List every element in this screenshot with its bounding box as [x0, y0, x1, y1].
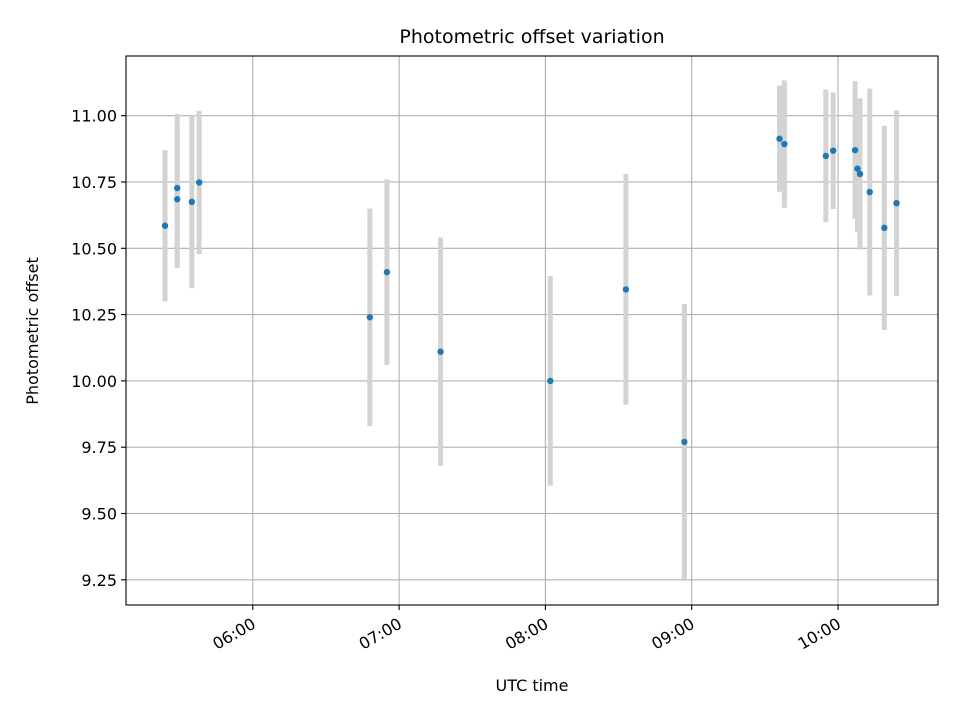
data-point — [622, 286, 630, 293]
data-point — [822, 152, 830, 160]
chart-title: Photometric offset variation — [399, 26, 664, 48]
data-point — [881, 224, 888, 232]
y-tick-label: 10.50 — [71, 239, 117, 258]
data-point — [829, 147, 837, 154]
data-point — [188, 198, 196, 206]
data-point — [781, 140, 788, 148]
x-axis-label: UTC time — [496, 676, 569, 695]
y-tick-label: 9.25 — [81, 571, 117, 590]
data-point — [383, 268, 391, 276]
y-tick-label: 10.25 — [71, 306, 117, 325]
data-point — [866, 188, 873, 196]
plot-area — [126, 56, 938, 605]
y-axis-label: Photometric offset — [23, 257, 42, 405]
plot-frame — [125, 55, 939, 606]
data-point — [174, 196, 181, 203]
data-point — [437, 348, 444, 355]
y-tick-label: 9.50 — [81, 505, 117, 524]
y-axis-ticks: 9.25 9.50 9.75 10.00 10.25 10.50 10.75 11.00 — [71, 107, 126, 590]
data-point — [547, 377, 554, 385]
data-point — [174, 184, 181, 192]
data-point — [851, 146, 859, 154]
data-point — [893, 199, 900, 207]
y-tick-label: 11.00 — [71, 107, 117, 126]
data-point — [366, 314, 374, 321]
y-tick-label: 10.75 — [71, 173, 117, 192]
data-point — [854, 165, 861, 172]
data-point — [856, 170, 864, 178]
data-point — [195, 179, 203, 186]
data-point — [681, 438, 688, 446]
grid — [126, 56, 938, 605]
y-tick-label: 9.75 — [81, 438, 117, 457]
data-point — [161, 222, 169, 229]
y-tick-label: 10.00 — [71, 372, 117, 391]
data-point — [776, 135, 783, 142]
data-points — [161, 135, 900, 446]
